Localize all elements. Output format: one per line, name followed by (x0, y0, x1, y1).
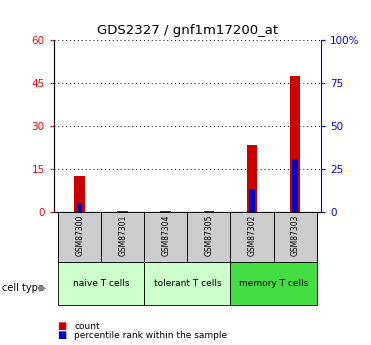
Bar (187, 212, 230, 262)
Text: ▶: ▶ (39, 283, 46, 293)
Bar (273, 212, 316, 262)
Bar (117, 211, 128, 212)
Text: cell type: cell type (2, 283, 44, 293)
Text: GSM87303: GSM87303 (290, 215, 299, 256)
Text: GSM87305: GSM87305 (204, 215, 213, 256)
Bar (144, 262, 230, 305)
Text: percentile rank within the sample: percentile rank within the sample (74, 331, 227, 340)
Text: count: count (74, 322, 100, 331)
Text: GSM87304: GSM87304 (161, 215, 170, 256)
Bar (77, 203, 82, 212)
Bar (144, 212, 187, 262)
Bar (204, 211, 214, 212)
Bar (230, 262, 316, 305)
Bar (249, 189, 255, 212)
Title: GDS2327 / gnf1m17200_at: GDS2327 / gnf1m17200_at (97, 24, 278, 37)
Text: tolerant T cells: tolerant T cells (154, 279, 221, 288)
Text: GSM87302: GSM87302 (247, 215, 256, 256)
Text: ■: ■ (58, 321, 67, 331)
Bar (74, 176, 85, 212)
Text: memory T cells: memory T cells (239, 279, 308, 288)
Bar (247, 145, 257, 212)
Bar (101, 212, 144, 262)
Text: GSM87301: GSM87301 (118, 215, 127, 256)
Bar (58, 212, 101, 262)
Bar (230, 212, 273, 262)
Bar (292, 159, 298, 212)
Bar (290, 76, 301, 212)
Text: naive T cells: naive T cells (73, 279, 129, 288)
Bar (160, 211, 171, 212)
Bar (58, 262, 144, 305)
Text: ■: ■ (58, 331, 67, 340)
Text: GSM87300: GSM87300 (75, 215, 84, 256)
